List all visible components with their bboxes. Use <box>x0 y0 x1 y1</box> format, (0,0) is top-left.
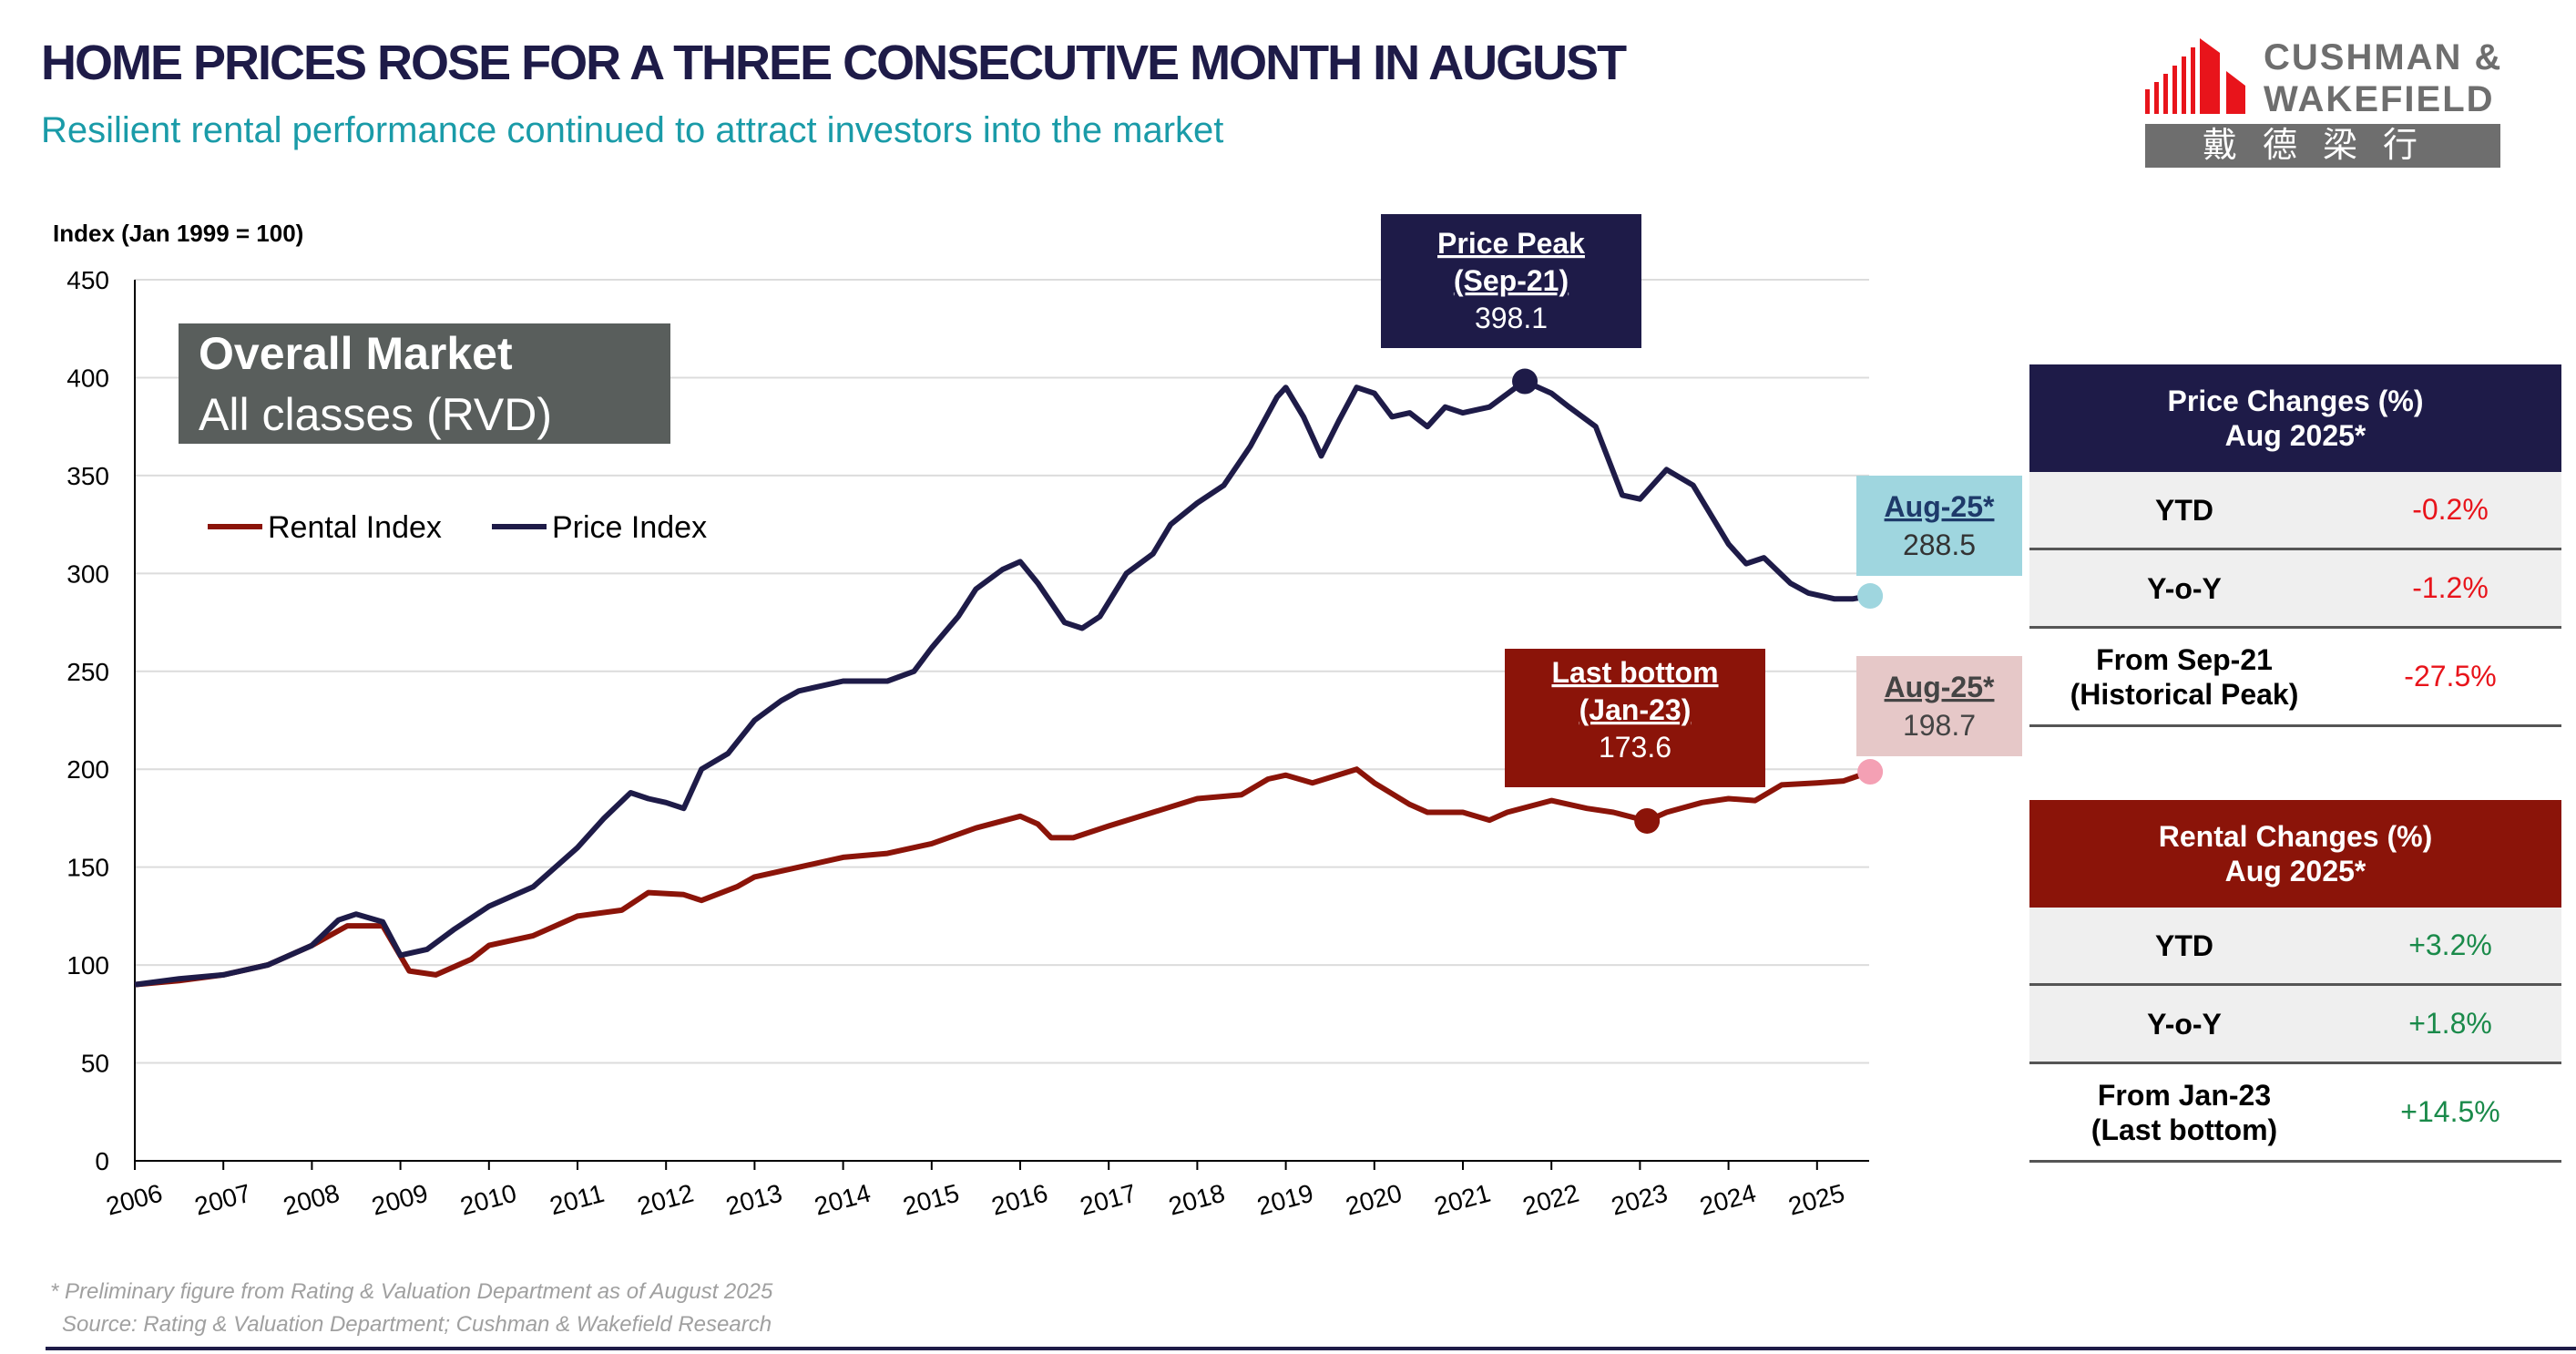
price-table-period: Aug 2025* <box>2224 419 2366 452</box>
peak-callout <box>1381 214 1641 348</box>
x-tick-label: 2021 <box>1431 1179 1493 1221</box>
rental-latest-value: 198.7 <box>1903 709 1976 742</box>
x-tick-label: 2014 <box>812 1179 874 1221</box>
row-value: +1.8% <box>2408 1007 2492 1040</box>
price-table-header: Price Changes (%) Aug 2025* <box>2029 364 2561 472</box>
footnote: * Preliminary figure from Rating & Valua… <box>50 1279 773 1304</box>
rental-table-header: Rental Changes (%) Aug 2025* <box>2029 800 2561 908</box>
source-note: Source: Rating & Valuation Department; C… <box>62 1312 772 1337</box>
x-tick-label: 2019 <box>1254 1179 1316 1221</box>
table-row: YTD -0.2% <box>2029 472 2561 550</box>
table-row: Y-o-Y +1.8% <box>2029 986 2561 1064</box>
y-tick-label: 50 <box>81 1050 109 1078</box>
bottom-callout-title: Last bottom <box>1551 656 1718 689</box>
y-axis-label: Index (Jan 1999 = 100) <box>53 220 303 247</box>
price-latest-date: Aug-25* <box>1885 490 1995 523</box>
page-title: HOME PRICES ROSE FOR A THREE CONSECUTIVE… <box>41 36 1627 90</box>
x-tick-label: 2011 <box>547 1179 607 1221</box>
table-row: Y-o-Y -1.2% <box>2029 550 2561 629</box>
table-row: YTD +3.2% <box>2029 908 2561 986</box>
x-tick-label: 2007 <box>191 1179 253 1221</box>
logo-building-icon <box>2145 38 2245 114</box>
peak-callout-date: (Sep-21) <box>1454 264 1569 297</box>
y-tick-label: 200 <box>66 755 109 784</box>
logo-text-line2: WAKEFIELD <box>2264 79 2495 119</box>
price-latest-value: 288.5 <box>1903 528 1976 561</box>
price-latest-marker <box>1857 583 1884 610</box>
rental-table-title: Rental Changes (%) <box>2158 820 2433 853</box>
y-tick-label: 0 <box>95 1147 109 1175</box>
bottom-callout-value: 173.6 <box>1599 731 1671 764</box>
y-tick-label: 350 <box>66 462 109 490</box>
row-value: +14.5% <box>2400 1095 2500 1128</box>
x-tick-label: 2010 <box>457 1179 519 1221</box>
x-tick-label: 2015 <box>900 1179 962 1221</box>
price-table-title: Price Changes (%) <box>2167 385 2424 417</box>
bottom-callout-date: (Jan-23) <box>1579 693 1692 726</box>
x-tick-label: 2009 <box>369 1179 431 1221</box>
peak-callout-value: 398.1 <box>1475 302 1548 334</box>
x-tick-label: 2020 <box>1343 1179 1405 1221</box>
x-tick-label: 2012 <box>634 1179 696 1221</box>
y-tick-label: 100 <box>66 951 109 980</box>
table-row: From Sep-21 (Historical Peak) -27.5% <box>2029 629 2561 727</box>
row-value: -1.2% <box>2412 571 2489 604</box>
x-tick-label: 2008 <box>281 1179 342 1221</box>
price-latest-callout <box>1856 476 2022 576</box>
footer-divider <box>46 1347 2576 1350</box>
y-tick-label: 150 <box>66 854 109 882</box>
rental-latest-callout <box>1856 656 2022 756</box>
row-label: YTD <box>2155 493 2213 527</box>
bottom-callout <box>1505 649 1765 787</box>
x-tick-label: 2024 <box>1697 1179 1759 1221</box>
company-logo: CUSHMAN & WAKEFIELD 戴德梁行 <box>2145 33 2528 169</box>
x-tick-label: 2016 <box>988 1179 1050 1221</box>
y-tick-label: 250 <box>66 658 109 686</box>
row-label-sub: (Last bottom) <box>2090 1113 2278 1146</box>
line-chart: Index (Jan 1999 = 100) 0 50 100 150 200 250 30… <box>53 214 2022 1221</box>
table-row: From Jan-23 (Last bottom) +14.5% <box>2029 1064 2561 1163</box>
chart-title-box <box>179 323 670 444</box>
row-label: Y-o-Y <box>2147 571 2222 605</box>
row-value: -0.2% <box>2412 493 2489 526</box>
rental-latest-date: Aug-25* <box>1885 671 1995 703</box>
page-subtitle: Resilient rental performance continued t… <box>41 110 1224 150</box>
y-tick-label: 400 <box>66 364 109 392</box>
row-label-sub: (Historical Peak) <box>2070 677 2299 711</box>
legend-price-label: Price Index <box>552 510 707 545</box>
price-changes-table: Price Changes (%) Aug 2025* YTD -0.2% Y-o-… <box>2029 364 2561 727</box>
legend: Rental Index Price Index <box>208 510 707 545</box>
row-value: -27.5% <box>2404 660 2497 692</box>
peak-callout-title: Price Peak <box>1437 227 1585 260</box>
rental-latest-marker <box>1857 759 1884 785</box>
chart-title: Overall Market <box>199 328 513 379</box>
x-tick-label: 2025 <box>1785 1179 1847 1221</box>
bottom-marker <box>1634 807 1661 834</box>
chart-subtitle: All classes (RVD) <box>199 389 552 440</box>
x-tick-label: 2006 <box>103 1179 165 1221</box>
price-index-line <box>134 378 1871 988</box>
row-label: Y-o-Y <box>2147 1007 2222 1041</box>
x-tick-label: 2017 <box>1077 1179 1139 1221</box>
peak-marker <box>1512 368 1538 395</box>
x-tick-label: 2013 <box>723 1179 785 1221</box>
row-label: From Sep-21 <box>2096 642 2273 676</box>
y-tick-label: 300 <box>66 559 109 588</box>
x-tick-label: 2022 <box>1519 1179 1581 1221</box>
y-tick-label: 450 <box>66 266 109 294</box>
logo-chinese: 戴德梁行 <box>2145 124 2500 168</box>
x-tick-label: 2018 <box>1166 1179 1228 1221</box>
rental-changes-table: Rental Changes (%) Aug 2025* YTD +3.2% Y-o… <box>2029 800 2561 1163</box>
row-value: +3.2% <box>2408 928 2492 961</box>
row-label: YTD <box>2155 928 2213 962</box>
rental-table-period: Aug 2025* <box>2224 855 2366 887</box>
logo-text-line1: CUSHMAN & <box>2264 37 2503 77</box>
x-tick-label: 2023 <box>1609 1179 1671 1221</box>
row-label: From Jan-23 <box>2097 1078 2272 1112</box>
legend-rental-label: Rental Index <box>268 510 442 545</box>
rental-index-line <box>134 766 1872 988</box>
